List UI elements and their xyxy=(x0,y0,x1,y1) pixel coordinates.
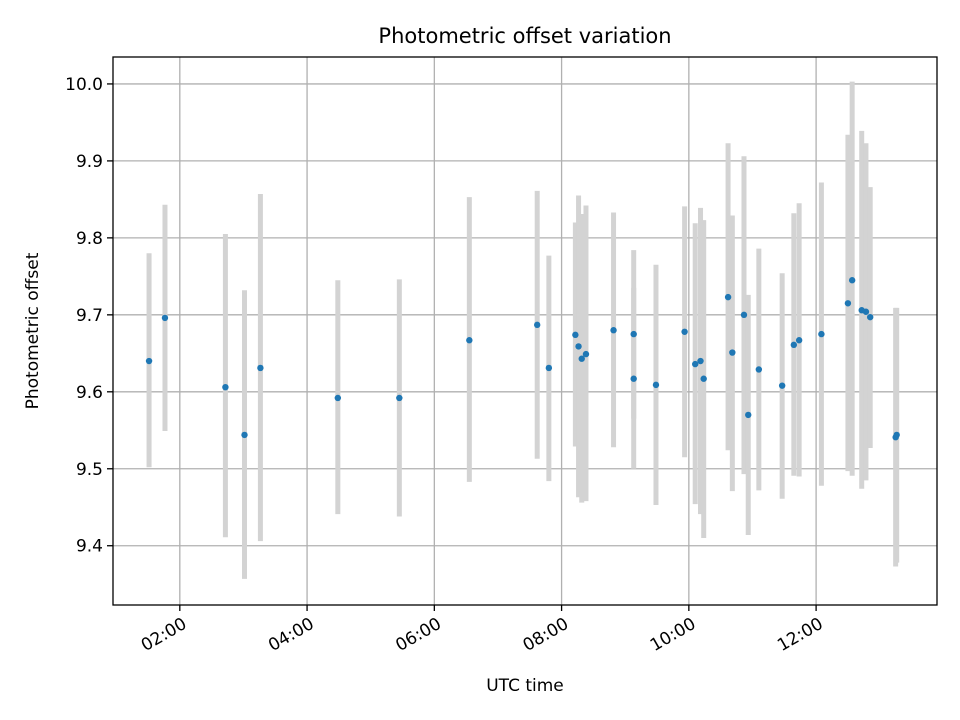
data-point xyxy=(466,337,473,344)
data-point xyxy=(862,308,870,315)
data-point xyxy=(893,431,900,439)
plot-frame xyxy=(112,56,938,606)
data-point xyxy=(545,364,553,372)
data-point xyxy=(241,431,248,439)
data-point xyxy=(848,277,856,284)
y-tick-label: 10.0 xyxy=(65,75,103,95)
data-point xyxy=(795,337,803,344)
data-point xyxy=(790,341,798,349)
data-point xyxy=(745,411,752,419)
y-tick-label: 9.9 xyxy=(76,152,103,172)
data-point xyxy=(729,349,736,356)
x-axis-ticks: 02:00 04:00 06:00 08:00 10:00 12:00 xyxy=(138,605,827,656)
data-point xyxy=(572,331,579,339)
data-point xyxy=(257,364,264,372)
y-axis-ticks: 9.4 9.5 9.6 9.7 9.8 9.9 10.0 xyxy=(65,75,113,557)
errorbars xyxy=(146,81,900,579)
data-point xyxy=(724,293,732,301)
x-tick-label: 10:00 xyxy=(647,614,699,656)
data-point xyxy=(755,366,763,373)
y-tick-label: 9.8 xyxy=(76,229,103,249)
data-point xyxy=(578,355,585,362)
data-point xyxy=(818,330,825,338)
data-point xyxy=(630,330,637,338)
y-tick-label: 9.7 xyxy=(76,306,103,326)
x-tick-label: 02:00 xyxy=(138,614,190,656)
data-point xyxy=(161,314,169,322)
y-tick-label: 9.4 xyxy=(76,537,103,557)
x-axis-label: UTC time xyxy=(486,676,564,696)
data-point xyxy=(692,360,699,368)
y-axis-label: Photometric offset xyxy=(23,252,43,409)
data-point xyxy=(866,313,874,321)
x-tick-label: 04:00 xyxy=(265,614,317,656)
data-point xyxy=(582,350,590,358)
data-points xyxy=(145,277,900,441)
data-point xyxy=(334,394,342,402)
data-point xyxy=(681,328,688,335)
data-point xyxy=(533,321,541,329)
chart-title: Photometric offset variation xyxy=(378,24,671,48)
data-point xyxy=(844,300,852,307)
data-point xyxy=(778,382,786,389)
data-point xyxy=(652,381,660,389)
data-point xyxy=(610,327,617,334)
y-tick-label: 9.6 xyxy=(76,383,103,403)
x-tick-label: 12:00 xyxy=(774,614,826,656)
data-point xyxy=(700,375,707,382)
grid xyxy=(113,57,937,605)
data-point xyxy=(575,343,582,350)
x-tick-label: 08:00 xyxy=(520,614,572,656)
y-tick-label: 9.5 xyxy=(76,460,103,480)
data-point xyxy=(396,394,403,402)
data-point xyxy=(740,311,748,319)
data-point xyxy=(630,375,637,382)
data-point xyxy=(697,357,704,365)
x-tick-label: 06:00 xyxy=(392,614,444,656)
data-point xyxy=(145,357,153,365)
data-point xyxy=(222,383,229,391)
